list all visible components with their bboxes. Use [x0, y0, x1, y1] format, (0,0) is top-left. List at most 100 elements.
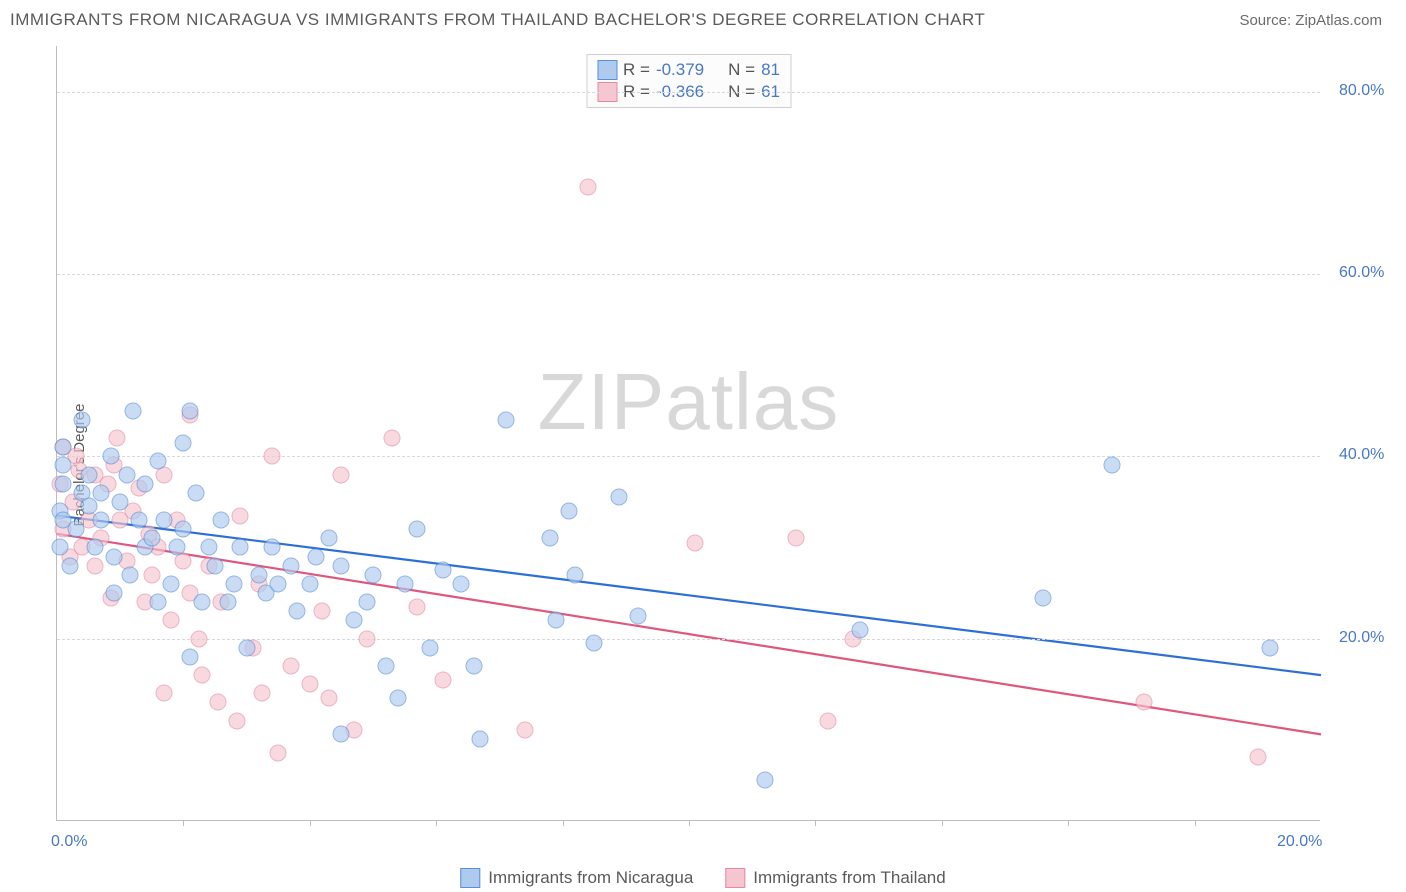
data-point-nicaragua: [200, 539, 217, 556]
data-point-nicaragua: [472, 730, 489, 747]
data-point-thailand: [263, 448, 280, 465]
data-point-nicaragua: [346, 612, 363, 629]
x-tick: [183, 820, 184, 826]
data-point-thailand: [788, 530, 805, 547]
data-point-nicaragua: [137, 475, 154, 492]
data-point-nicaragua: [308, 548, 325, 565]
data-point-thailand: [687, 534, 704, 551]
data-point-nicaragua: [365, 566, 382, 583]
source-label: Source: ZipAtlas.com: [1239, 12, 1382, 29]
y-tick-label: 40.0%: [1339, 446, 1384, 464]
data-point-nicaragua: [333, 557, 350, 574]
data-point-thailand: [232, 507, 249, 524]
data-point-thailand: [333, 466, 350, 483]
data-point-nicaragua: [301, 575, 318, 592]
data-point-nicaragua: [181, 648, 198, 665]
data-point-thailand: [210, 694, 227, 711]
data-point-nicaragua: [390, 689, 407, 706]
data-point-nicaragua: [93, 484, 110, 501]
data-point-nicaragua: [611, 489, 628, 506]
data-point-nicaragua: [112, 493, 129, 510]
data-point-nicaragua: [105, 548, 122, 565]
legend-swatch: [725, 868, 745, 888]
data-point-nicaragua: [358, 594, 375, 611]
data-point-nicaragua: [162, 575, 179, 592]
data-point-nicaragua: [105, 585, 122, 602]
data-point-thailand: [409, 598, 426, 615]
data-point-nicaragua: [156, 512, 173, 529]
data-point-nicaragua: [80, 466, 97, 483]
data-point-thailand: [320, 689, 337, 706]
legend-item: Immigrants from Thailand: [725, 868, 945, 888]
header: IMMIGRANTS FROM NICARAGUA VS IMMIGRANTS …: [0, 0, 1406, 34]
data-point-nicaragua: [181, 402, 198, 419]
legend-item: Immigrants from Nicaragua: [460, 868, 693, 888]
data-point-nicaragua: [118, 466, 135, 483]
data-point-thailand: [383, 430, 400, 447]
data-point-nicaragua: [102, 448, 119, 465]
data-point-nicaragua: [150, 594, 167, 611]
data-point-nicaragua: [175, 434, 192, 451]
gridline: [57, 92, 1320, 93]
data-point-nicaragua: [225, 575, 242, 592]
data-point-thailand: [191, 630, 208, 647]
trend-line: [57, 534, 1321, 735]
data-point-nicaragua: [80, 498, 97, 515]
data-point-thailand: [820, 712, 837, 729]
data-point-nicaragua: [194, 594, 211, 611]
data-point-nicaragua: [175, 521, 192, 538]
data-point-nicaragua: [434, 562, 451, 579]
data-point-nicaragua: [86, 539, 103, 556]
data-point-thailand: [162, 612, 179, 629]
data-point-nicaragua: [251, 566, 268, 583]
data-point-nicaragua: [548, 612, 565, 629]
data-point-nicaragua: [586, 635, 603, 652]
data-point-nicaragua: [93, 512, 110, 529]
data-point-nicaragua: [333, 726, 350, 743]
data-point-thailand: [156, 685, 173, 702]
data-point-nicaragua: [55, 439, 72, 456]
data-point-thailand: [516, 721, 533, 738]
data-point-nicaragua: [466, 658, 483, 675]
data-point-thailand: [358, 630, 375, 647]
data-point-thailand: [434, 671, 451, 688]
data-point-nicaragua: [289, 603, 306, 620]
chart-title: IMMIGRANTS FROM NICARAGUA VS IMMIGRANTS …: [10, 10, 985, 30]
data-point-nicaragua: [238, 639, 255, 656]
data-point-nicaragua: [169, 539, 186, 556]
data-point-thailand: [1249, 749, 1266, 766]
data-point-nicaragua: [232, 539, 249, 556]
x-tick: [1068, 820, 1069, 826]
data-point-nicaragua: [55, 457, 72, 474]
y-tick-label: 80.0%: [1339, 82, 1384, 100]
data-point-nicaragua: [396, 575, 413, 592]
data-point-nicaragua: [263, 539, 280, 556]
data-point-nicaragua: [377, 658, 394, 675]
data-point-nicaragua: [67, 521, 84, 538]
data-point-nicaragua: [320, 530, 337, 547]
x-tick-label: 20.0%: [1277, 833, 1322, 851]
data-point-thailand: [86, 557, 103, 574]
gridline: [57, 456, 1320, 457]
x-tick: [310, 820, 311, 826]
data-point-nicaragua: [1034, 589, 1051, 606]
data-point-nicaragua: [1104, 457, 1121, 474]
data-point-nicaragua: [188, 484, 205, 501]
data-point-nicaragua: [421, 639, 438, 656]
data-point-nicaragua: [121, 566, 138, 583]
data-point-thailand: [282, 658, 299, 675]
gridline: [57, 274, 1320, 275]
data-point-nicaragua: [453, 575, 470, 592]
legend-label: Immigrants from Thailand: [753, 868, 945, 888]
data-point-nicaragua: [143, 530, 160, 547]
legend-series: Immigrants from Nicaragua Immigrants from…: [460, 868, 945, 888]
data-point-nicaragua: [851, 621, 868, 638]
data-point-nicaragua: [282, 557, 299, 574]
data-point-nicaragua: [150, 452, 167, 469]
x-tick: [436, 820, 437, 826]
x-tick: [942, 820, 943, 826]
y-tick-label: 60.0%: [1339, 264, 1384, 282]
data-point-thailand: [301, 676, 318, 693]
data-point-nicaragua: [52, 539, 69, 556]
legend-label: Immigrants from Nicaragua: [488, 868, 693, 888]
